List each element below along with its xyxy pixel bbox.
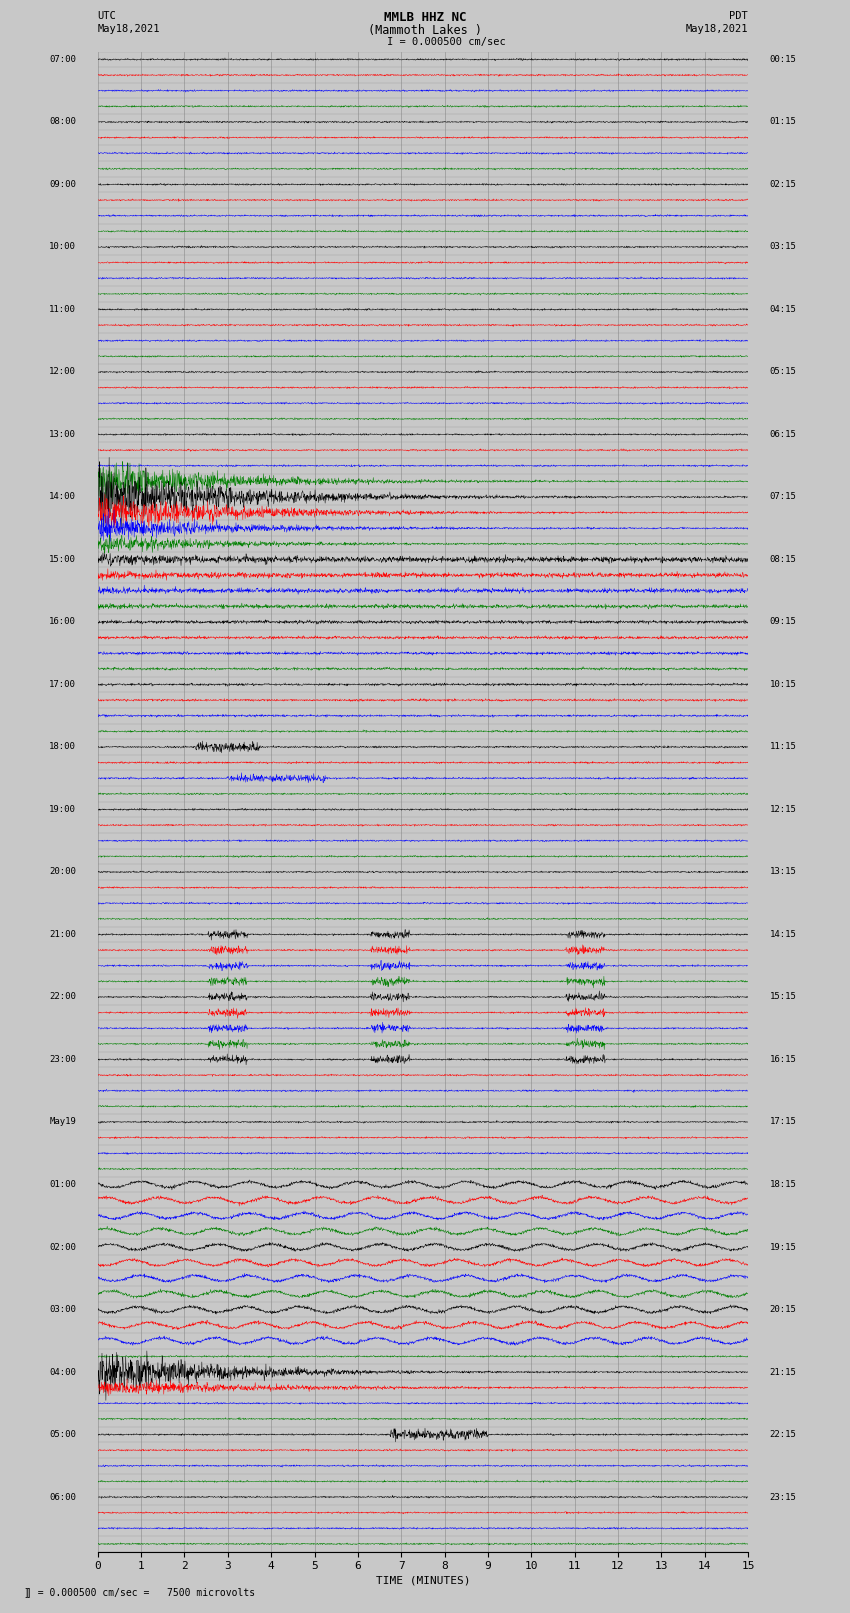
Text: I = 0.000500 cm/sec: I = 0.000500 cm/sec bbox=[387, 37, 506, 47]
Text: 12:00: 12:00 bbox=[49, 368, 76, 376]
Text: 17:15: 17:15 bbox=[770, 1118, 796, 1126]
Text: ] = 0.000500 cm/sec =   7500 microvolts: ] = 0.000500 cm/sec = 7500 microvolts bbox=[26, 1587, 255, 1597]
Text: 03:15: 03:15 bbox=[770, 242, 796, 252]
Text: 16:15: 16:15 bbox=[770, 1055, 796, 1065]
Text: 09:00: 09:00 bbox=[49, 181, 76, 189]
Text: 19:00: 19:00 bbox=[49, 805, 76, 815]
Text: 22:00: 22:00 bbox=[49, 992, 76, 1002]
Text: May18,2021: May18,2021 bbox=[98, 24, 161, 34]
Text: 08:15: 08:15 bbox=[770, 555, 796, 565]
Text: 02:15: 02:15 bbox=[770, 181, 796, 189]
Text: 01:15: 01:15 bbox=[770, 118, 796, 126]
Text: 07:15: 07:15 bbox=[770, 492, 796, 502]
Text: May19: May19 bbox=[49, 1118, 76, 1126]
Text: UTC: UTC bbox=[98, 11, 116, 21]
Text: 23:00: 23:00 bbox=[49, 1055, 76, 1065]
Text: 20:00: 20:00 bbox=[49, 868, 76, 876]
Text: 11:00: 11:00 bbox=[49, 305, 76, 315]
Text: 15:15: 15:15 bbox=[770, 992, 796, 1002]
Text: 20:15: 20:15 bbox=[770, 1305, 796, 1315]
Text: 15:00: 15:00 bbox=[49, 555, 76, 565]
Text: 03:00: 03:00 bbox=[49, 1305, 76, 1315]
Text: 16:00: 16:00 bbox=[49, 618, 76, 626]
Text: 12:15: 12:15 bbox=[770, 805, 796, 815]
Text: 07:00: 07:00 bbox=[49, 55, 76, 65]
Text: 14:15: 14:15 bbox=[770, 931, 796, 939]
Text: 01:00: 01:00 bbox=[49, 1181, 76, 1189]
Text: 04:15: 04:15 bbox=[770, 305, 796, 315]
Text: 11:15: 11:15 bbox=[770, 742, 796, 752]
Text: 23:15: 23:15 bbox=[770, 1492, 796, 1502]
Text: 10:00: 10:00 bbox=[49, 242, 76, 252]
Text: 08:00: 08:00 bbox=[49, 118, 76, 126]
Text: (Mammoth Lakes ): (Mammoth Lakes ) bbox=[368, 24, 482, 37]
Text: 04:00: 04:00 bbox=[49, 1368, 76, 1376]
Text: 05:00: 05:00 bbox=[49, 1431, 76, 1439]
Text: 10:15: 10:15 bbox=[770, 681, 796, 689]
Text: 14:00: 14:00 bbox=[49, 492, 76, 502]
Text: 05:15: 05:15 bbox=[770, 368, 796, 376]
Text: MMLB HHZ NC: MMLB HHZ NC bbox=[383, 11, 467, 24]
Text: 18:00: 18:00 bbox=[49, 742, 76, 752]
Text: 00:15: 00:15 bbox=[770, 55, 796, 65]
Text: ]: ] bbox=[23, 1587, 29, 1597]
Text: 19:15: 19:15 bbox=[770, 1242, 796, 1252]
Text: May18,2021: May18,2021 bbox=[685, 24, 748, 34]
Text: 13:00: 13:00 bbox=[49, 431, 76, 439]
Text: 09:15: 09:15 bbox=[770, 618, 796, 626]
Text: 13:15: 13:15 bbox=[770, 868, 796, 876]
Text: 02:00: 02:00 bbox=[49, 1242, 76, 1252]
Text: PDT: PDT bbox=[729, 11, 748, 21]
Text: 18:15: 18:15 bbox=[770, 1181, 796, 1189]
X-axis label: TIME (MINUTES): TIME (MINUTES) bbox=[376, 1576, 470, 1586]
Text: 21:00: 21:00 bbox=[49, 931, 76, 939]
Text: 06:00: 06:00 bbox=[49, 1492, 76, 1502]
Text: 22:15: 22:15 bbox=[770, 1431, 796, 1439]
Text: 17:00: 17:00 bbox=[49, 681, 76, 689]
Text: 06:15: 06:15 bbox=[770, 431, 796, 439]
Text: 21:15: 21:15 bbox=[770, 1368, 796, 1376]
